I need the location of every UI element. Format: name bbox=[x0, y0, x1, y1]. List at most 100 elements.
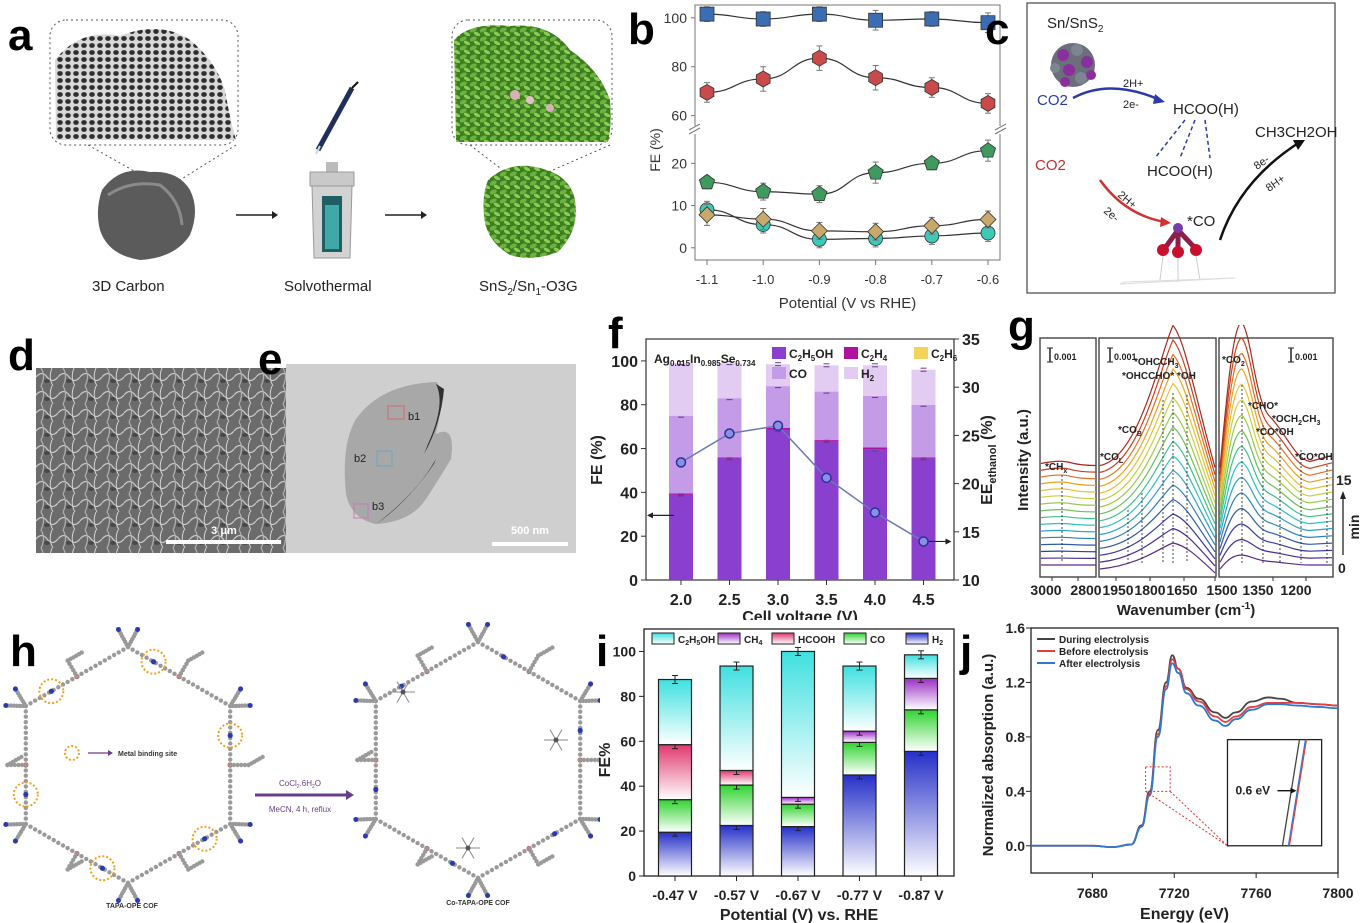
spectrum-curve bbox=[1219, 414, 1333, 509]
autoclave-icon bbox=[309, 162, 355, 259]
atom bbox=[23, 773, 28, 778]
atom bbox=[167, 856, 172, 862]
atom bbox=[195, 685, 200, 690]
legend-swatch-C2H5OH bbox=[772, 347, 786, 359]
atom bbox=[373, 736, 378, 741]
atom bbox=[42, 832, 47, 837]
co-atom bbox=[400, 689, 406, 695]
scale-bar-label: 500 nm bbox=[511, 525, 549, 537]
y-tick-label: 10 bbox=[671, 198, 687, 214]
n-atom bbox=[247, 821, 253, 827]
chart-i: 0 20 40 60 80 100 -0.47 V -0.57 V -0.67 V -0.77 V… bbox=[597, 628, 955, 923]
x-tick-label: 1200 bbox=[1280, 582, 1311, 598]
legend-label-HCOOH: HCOOH bbox=[798, 635, 835, 646]
hcooh-mid-label: HCOO(H) bbox=[1147, 163, 1213, 180]
data-point-diamond bbox=[698, 206, 716, 224]
atom bbox=[260, 754, 265, 760]
atom bbox=[180, 667, 185, 673]
n-atom bbox=[135, 898, 141, 904]
series-line-pentagon bbox=[706, 150, 989, 195]
atom bbox=[540, 838, 546, 843]
atom bbox=[139, 652, 145, 658]
bar-C2H5OH bbox=[842, 665, 877, 732]
atom bbox=[218, 827, 224, 832]
data-point-square bbox=[811, 6, 827, 22]
atom bbox=[471, 642, 476, 647]
n-atom bbox=[202, 836, 208, 842]
atom bbox=[415, 840, 420, 846]
n-atom bbox=[577, 727, 583, 734]
binding-site-ring bbox=[217, 722, 244, 749]
plot-frame bbox=[694, 4, 1001, 261]
axis-break-gap bbox=[689, 126, 701, 134]
data-point-hexagon bbox=[980, 94, 996, 112]
bar-CO bbox=[863, 395, 887, 448]
zoom-connector bbox=[1145, 790, 1228, 847]
atom bbox=[508, 857, 513, 862]
atom bbox=[578, 714, 583, 720]
legend-label-CO: CO bbox=[789, 367, 807, 381]
atom bbox=[88, 666, 94, 671]
atom bbox=[545, 680, 550, 685]
spectrum-curve bbox=[1099, 411, 1216, 510]
x-tick-label: 2.5 bbox=[718, 592, 740, 609]
atom bbox=[429, 645, 434, 650]
atom bbox=[178, 854, 184, 859]
bar-H2 bbox=[903, 750, 939, 877]
n-atom bbox=[135, 626, 141, 632]
atom bbox=[23, 719, 28, 725]
adsorption-site-icon bbox=[1119, 223, 1236, 285]
x-tick-label: -0.87 V bbox=[898, 887, 944, 903]
x-tick-label: 1650 bbox=[1166, 582, 1197, 598]
atom bbox=[16, 762, 21, 768]
n-atom bbox=[485, 893, 491, 899]
atom bbox=[19, 754, 24, 760]
atom bbox=[578, 773, 583, 779]
spectrum-curve bbox=[1219, 507, 1333, 549]
spectrum-curve bbox=[1040, 550, 1097, 553]
legend-swatch-CO bbox=[772, 367, 786, 379]
legend-swatch-HCOOH bbox=[771, 632, 795, 645]
bar-H2 bbox=[814, 365, 839, 392]
ee-ethanol-point bbox=[821, 472, 832, 484]
atom bbox=[530, 852, 535, 858]
atom bbox=[56, 840, 61, 845]
atom bbox=[214, 695, 219, 701]
atom bbox=[461, 867, 467, 873]
atom bbox=[578, 795, 583, 800]
formula-sub: 2 bbox=[507, 287, 513, 298]
x-axis-title: Potential (V) vs. RHE bbox=[720, 907, 879, 923]
atom bbox=[190, 843, 196, 848]
bar-H2 bbox=[842, 774, 877, 877]
atom bbox=[228, 773, 233, 778]
atom bbox=[186, 679, 191, 685]
formula-part: SnS bbox=[479, 278, 508, 295]
panel-a-illustration bbox=[49, 19, 427, 260]
atom bbox=[218, 698, 224, 703]
atom bbox=[573, 819, 578, 824]
x-tick-label: -0.47 V bbox=[652, 887, 698, 903]
spectrum-curve bbox=[1219, 492, 1333, 543]
atom bbox=[392, 827, 397, 832]
atom bbox=[88, 859, 94, 864]
atom bbox=[531, 843, 536, 848]
atom bbox=[471, 873, 476, 878]
atom bbox=[228, 805, 233, 811]
scale-bar-label: 0.001 bbox=[1114, 352, 1137, 362]
atom bbox=[494, 650, 499, 655]
atom bbox=[23, 800, 28, 805]
atom bbox=[568, 822, 574, 827]
atom bbox=[421, 662, 426, 668]
atom bbox=[144, 655, 149, 660]
y-right-tick-label: 35 bbox=[962, 332, 980, 349]
atom bbox=[578, 752, 583, 757]
inset-curve-before bbox=[1288, 739, 1308, 846]
spectrum-curve bbox=[1219, 399, 1333, 502]
y-right-tick-label: 15 bbox=[962, 525, 980, 542]
panel-d-label: d bbox=[8, 331, 35, 380]
panel-c-scheme: Sn/SnS2 CO2 2H+ 2e- HCOO(H) CH3CH2OH CO2… bbox=[1026, 2, 1338, 294]
x-tick-label: -1.0 bbox=[752, 272, 774, 287]
atom bbox=[531, 672, 536, 677]
panel-c-label: c bbox=[985, 5, 1010, 54]
binding-site-legend-icon bbox=[64, 745, 80, 761]
